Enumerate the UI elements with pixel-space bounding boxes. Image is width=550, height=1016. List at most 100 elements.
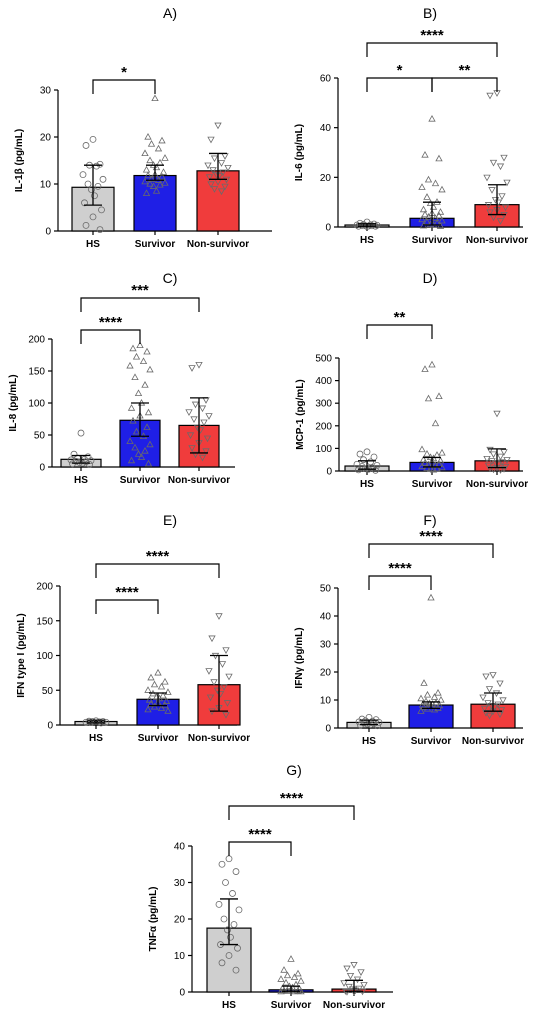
- data-point: [340, 980, 348, 987]
- data-point: [156, 180, 164, 188]
- y-tick-label: 50: [42, 686, 54, 697]
- data-point: [500, 449, 508, 456]
- data-point: [434, 688, 442, 696]
- significance-bracket: [95, 563, 220, 578]
- x-tick-label: Survivor: [412, 479, 453, 490]
- y-tick-label: 40: [320, 612, 332, 623]
- x-tick-label: Non-survivor: [462, 736, 524, 747]
- data-point: [435, 154, 443, 162]
- data-point: [498, 459, 506, 466]
- significance-bracket: [80, 297, 200, 312]
- data-point: [297, 977, 305, 984]
- data-point: [99, 175, 107, 183]
- data-point: [164, 688, 172, 695]
- data-point: [479, 694, 487, 702]
- data-point: [146, 156, 154, 164]
- data-point: [188, 365, 196, 372]
- data-point: [205, 668, 213, 675]
- y-tick-label: 150: [28, 367, 45, 378]
- data-point: [143, 423, 151, 430]
- y-tick-label: 0: [47, 721, 53, 732]
- significance-bracket: [366, 77, 433, 92]
- y-tick-label: 0: [45, 227, 51, 238]
- data-point: [144, 408, 153, 416]
- data-point: [355, 466, 362, 474]
- significance-label: ****: [280, 790, 304, 807]
- significance-label: ****: [420, 27, 444, 44]
- data-point: [154, 668, 162, 676]
- data-point: [161, 677, 169, 685]
- significance-label: **: [459, 62, 471, 79]
- x-tick-label: HS: [89, 733, 103, 744]
- data-point: [435, 211, 443, 219]
- y-tick-label: 100: [315, 444, 332, 455]
- data-point: [198, 454, 207, 462]
- data-point: [287, 985, 295, 993]
- significance-label: *: [397, 62, 403, 79]
- y-axis-label: IL-8 (pg/mL): [8, 374, 19, 431]
- data-point: [431, 214, 440, 221]
- data-point: [360, 456, 367, 464]
- data-point: [282, 978, 290, 986]
- data-point: [147, 700, 155, 707]
- data-point: [280, 966, 288, 973]
- data-point: [218, 860, 226, 868]
- data-point: [161, 179, 169, 186]
- bar-non-survivor: [196, 170, 240, 232]
- y-tick-label: 100: [28, 399, 45, 410]
- data-point: [82, 221, 90, 229]
- data-point: [145, 695, 154, 703]
- data-point: [70, 450, 78, 458]
- significance-bracket: [80, 329, 141, 344]
- data-point: [418, 215, 426, 223]
- data-point: [421, 459, 429, 466]
- data-point: [224, 926, 231, 934]
- y-tick-label: 0: [179, 988, 185, 999]
- data-point: [142, 165, 151, 173]
- data-point: [190, 416, 198, 424]
- data-point: [420, 702, 428, 710]
- data-point: [218, 959, 226, 967]
- data-point: [431, 419, 440, 427]
- significance-label: ****: [248, 826, 272, 843]
- data-point: [82, 458, 90, 466]
- y-axis-label: TNFα (pg/mL): [148, 886, 159, 951]
- data-point: [357, 969, 365, 976]
- data-point: [417, 707, 425, 714]
- data-point: [152, 187, 161, 194]
- data-point: [222, 879, 229, 886]
- data-point: [486, 446, 494, 454]
- data-point: [370, 453, 378, 461]
- y-tick-label: 20: [174, 915, 186, 926]
- data-point: [292, 980, 300, 988]
- data-point: [429, 465, 438, 473]
- data-point: [498, 193, 506, 200]
- data-point: [430, 693, 439, 700]
- data-point: [435, 392, 443, 400]
- data-point: [215, 613, 223, 620]
- panel-title: F): [423, 512, 436, 528]
- significance-bracket: [368, 575, 432, 590]
- data-point: [424, 394, 433, 402]
- data-point: [503, 457, 511, 464]
- data-point: [488, 458, 496, 465]
- data-point: [232, 868, 240, 875]
- y-axis-label: IFN type I (pg/mL): [16, 613, 27, 697]
- data-point: [489, 159, 498, 167]
- data-point: [137, 453, 146, 460]
- panel-a: A) IL-1β (pg/mL) 0 10 20 30 HS Survivor Non-surv…: [14, 5, 272, 250]
- data-point: [496, 680, 504, 688]
- data-point: [215, 901, 223, 908]
- data-point: [129, 416, 137, 424]
- data-point: [217, 188, 226, 196]
- data-point: [127, 404, 136, 411]
- data-point: [423, 450, 431, 457]
- data-point: [438, 185, 446, 193]
- data-point: [144, 459, 153, 467]
- data-point: [438, 448, 446, 456]
- data-point: [346, 972, 355, 980]
- panel-d: D) MCP-1 (pg/mL) 0 100 200 300 400 500 HS Survivo…: [295, 270, 528, 490]
- data-point: [144, 686, 152, 693]
- x-tick-label: Non-survivor: [323, 1000, 385, 1011]
- significance-label: ****: [115, 584, 139, 601]
